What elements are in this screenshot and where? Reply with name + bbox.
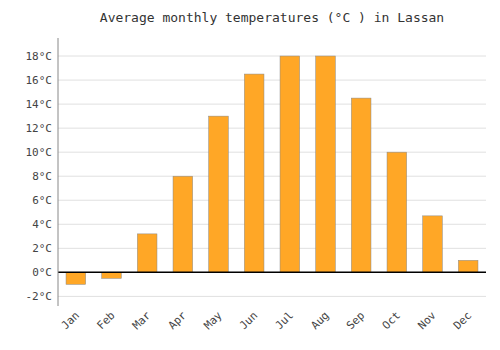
y-tick-label: 2°C [32, 242, 52, 255]
bar [66, 272, 86, 284]
x-tick-label: May [201, 309, 225, 333]
x-tick-label: Dec [451, 309, 474, 332]
bar [423, 216, 443, 272]
grid [58, 56, 486, 296]
x-tick-label: Jun [237, 309, 260, 332]
grid-line [58, 248, 486, 249]
x-tick-label: Apr [166, 309, 190, 333]
bar [173, 176, 193, 272]
y-axis-line [58, 38, 59, 306]
grid-line [58, 80, 486, 81]
y-tick-label: 12°C [26, 122, 53, 135]
y-tick-label: 10°C [26, 146, 53, 159]
grid-line [58, 272, 486, 273]
baseline [58, 272, 486, 274]
bar [316, 56, 336, 272]
x-tick-label: Nov [415, 309, 439, 333]
bar [280, 56, 300, 272]
grid-line [58, 296, 486, 297]
title: Average monthly temperatures (°C ) in La… [100, 10, 444, 25]
grid-line [58, 224, 486, 225]
x-tick-label: Oct [380, 309, 403, 332]
bar [387, 152, 407, 272]
bar [244, 74, 264, 272]
grid-line [58, 200, 486, 201]
y-tick-label: 0°C [32, 266, 52, 279]
x-tick-label: Jan [59, 309, 82, 332]
y-tick-label: 18°C [26, 50, 53, 63]
y-tick-label: 14°C [26, 98, 53, 111]
y-tick-label: 8°C [32, 170, 52, 183]
bar [209, 116, 229, 272]
x-tick-label: Mar [130, 309, 154, 333]
y-tick-label: 6°C [32, 194, 52, 207]
x-tick-label: Sep [344, 309, 367, 332]
bar [102, 272, 122, 278]
chart: Average monthly temperatures (°C ) in La… [0, 0, 500, 350]
grid-line [58, 128, 486, 129]
x-tick-label: Feb [94, 309, 117, 332]
bar [351, 98, 371, 272]
y-tick-label: -2°C [26, 290, 53, 303]
x-tick-label: Aug [308, 309, 331, 332]
grid-line [58, 152, 486, 153]
bars [66, 56, 478, 284]
y-tick-label: 4°C [32, 218, 52, 231]
grid-line [58, 56, 486, 57]
y-tick-label: 16°C [26, 74, 53, 87]
grid-line [58, 104, 486, 105]
x-tick-label: Jul [273, 309, 296, 332]
bar [458, 260, 478, 272]
grid-line [58, 176, 486, 177]
bar [137, 234, 157, 272]
